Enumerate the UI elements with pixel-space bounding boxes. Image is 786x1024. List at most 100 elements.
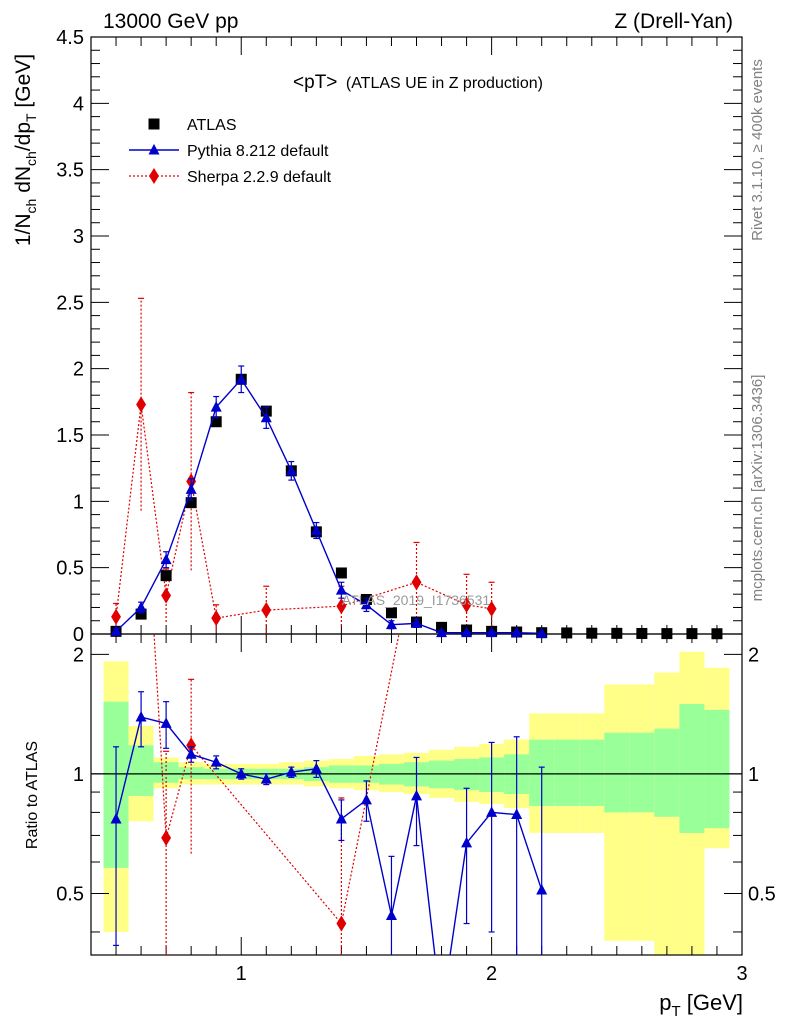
pythia-point <box>110 625 122 636</box>
pythia-point <box>160 553 172 565</box>
ratio-band-outer <box>629 684 655 941</box>
pythia-ratio-point <box>135 710 147 722</box>
pythia-point <box>411 617 422 628</box>
legend-atlas-marker <box>148 118 160 130</box>
pythia-point <box>436 626 448 638</box>
main-y-tick-label: 1 <box>73 491 84 513</box>
ratio-band-inner <box>679 703 705 833</box>
pythia-point <box>210 401 222 412</box>
rivet-version-label: Rivet 3.1.10, ≥ 400k events <box>749 59 766 241</box>
main-y-tick-label: 3.5 <box>56 160 84 182</box>
pythia-ratio-point <box>536 883 548 895</box>
atlas-point <box>636 627 648 639</box>
ratio-y-tick-label-right: 0.5 <box>748 883 776 905</box>
atlas-point <box>335 567 347 579</box>
pythia-ratio-point <box>160 717 172 728</box>
sherpa-point <box>111 608 121 625</box>
pythia-ratio-point <box>511 808 523 820</box>
pythia-point <box>536 627 548 638</box>
pythia-point <box>385 618 397 630</box>
ratio-band-inner <box>704 709 730 829</box>
main-y-tick-label: 3 <box>73 226 84 248</box>
sherpa-point <box>261 602 272 619</box>
pythia-point <box>335 584 347 595</box>
header-process: Z (Drell-Yan) <box>614 10 733 33</box>
pythia-ratio-point <box>310 762 322 774</box>
ratio-y-tick-label: 2 <box>73 644 84 666</box>
pythia-ratio-point <box>411 789 422 801</box>
atlas-point <box>160 570 172 582</box>
pythia-ratio-point <box>285 766 297 777</box>
legend-pythia-marker <box>148 143 160 155</box>
legend: ATLAS Pythia 8.212 default Sherpa 2.2.9 de… <box>129 117 332 186</box>
ratio-band-inner <box>654 728 680 817</box>
header-energy: 13000 GeV pp <box>103 10 238 33</box>
pythia-ratio-point <box>335 812 347 824</box>
ratio-y-tick-label: 0.5 <box>56 883 84 905</box>
pythia-ratio-point <box>360 793 372 805</box>
pythia-ratio-point <box>486 806 498 817</box>
ratio-band-inner <box>153 762 179 783</box>
atlas-point <box>586 627 598 639</box>
ratio-pythia-series <box>110 691 548 955</box>
plot-title: <pT> (ATLAS UE in Z production) <box>293 72 543 93</box>
atlas-point <box>661 628 673 640</box>
main-y-tick-label: 2.5 <box>56 292 84 314</box>
sherpa-point <box>461 596 472 613</box>
main-y-tick-label: 4.5 <box>56 27 84 49</box>
sherpa-line <box>115 404 492 619</box>
main-y-tick-label: 4 <box>73 93 84 115</box>
legend-label: Pythia 8.212 default <box>187 143 329 160</box>
ratio-band-inner <box>604 732 630 813</box>
sherpa-ratio-point <box>336 915 347 932</box>
ratio-y-tick-label-right: 2 <box>748 644 759 666</box>
x-tick-label: 3 <box>736 963 747 985</box>
legend-sherpa-marker <box>149 167 159 185</box>
pythia-ratio-point <box>385 909 397 920</box>
pythia-ratio-point <box>185 748 197 759</box>
main-y-tick-label: 2 <box>73 359 84 381</box>
pythia-ratio-point <box>461 836 473 848</box>
sherpa-ratio-point <box>161 829 172 846</box>
sherpa-point <box>136 396 147 413</box>
ratio-band-outer <box>604 684 630 941</box>
atlas-point <box>385 607 397 619</box>
x-tick-label: 1 <box>236 963 247 985</box>
atlas-point <box>210 416 222 428</box>
ratio-band-inner <box>454 759 480 791</box>
ratio-sherpa-series <box>153 633 400 955</box>
sherpa-ratio-line-offscale <box>340 633 400 924</box>
main-y-tick-label: 1.5 <box>56 425 84 447</box>
atlas-point <box>135 608 147 620</box>
ratio-y-tick-label-right: 1 <box>748 764 759 786</box>
pythia-point <box>285 464 297 476</box>
ratio-band-inner <box>579 739 605 807</box>
sherpa-point <box>336 598 347 615</box>
ratio-band-inner <box>554 739 580 807</box>
legend-label: ATLAS <box>187 117 237 134</box>
pythia-point <box>511 626 523 638</box>
pythia-point <box>185 483 197 494</box>
pythia-point <box>486 626 498 638</box>
ratio-y-tick-label: 1 <box>73 764 84 786</box>
pythia-line <box>115 378 542 635</box>
main-sherpa-series <box>111 297 497 634</box>
ratio-uncertainty-bands <box>103 651 730 955</box>
sherpa-point <box>161 587 172 604</box>
data-series <box>110 297 723 955</box>
mcplots-site-label: mcplots.cern.ch [arXiv:1306.3436] <box>749 375 766 602</box>
analysis-watermark: ATLAS_2019_I1736531 <box>342 592 491 608</box>
pythia-point <box>260 411 272 423</box>
main-y-axis-title: 1/Nch dNch/dpT [GeV] <box>12 54 39 246</box>
pythia-ratio-point <box>210 756 222 767</box>
pythia-ratio-point <box>110 812 122 824</box>
sherpa-ratio-line <box>153 634 342 924</box>
plot-title-sub: (ATLAS UE in Z production) <box>346 75 543 92</box>
atlas-point <box>611 627 623 639</box>
pythia-point <box>360 598 372 610</box>
axis-ticks: 0 0.5 1 1.5 2 2.5 3 3.5 4 4.5 0.5 0.5 1 1 2 2 1 2 3 <box>56 27 776 985</box>
pythia-ratio-line <box>115 716 543 955</box>
main-y-tick-label: 0.5 <box>56 558 84 580</box>
legend-label: Sherpa 2.2.9 default <box>187 169 332 186</box>
pythia-point <box>461 626 473 638</box>
